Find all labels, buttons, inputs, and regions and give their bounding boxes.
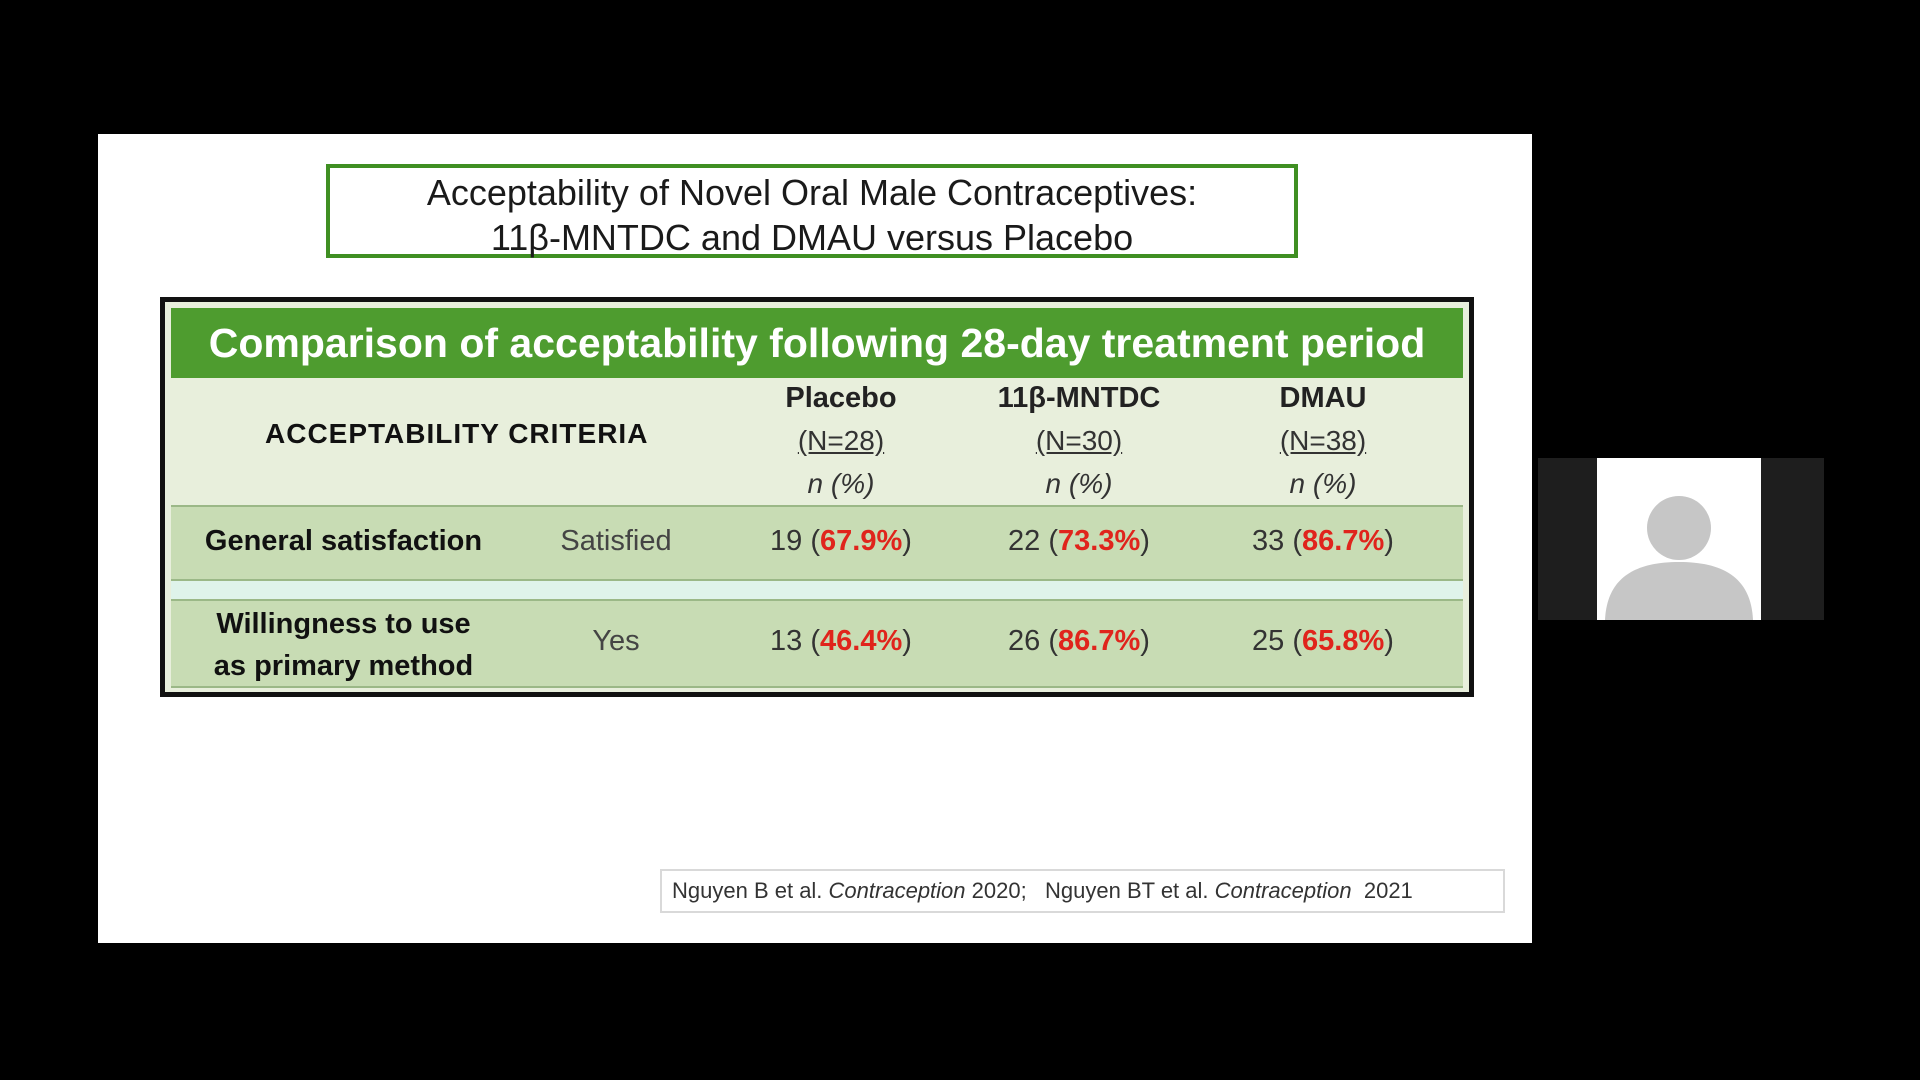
value-count: 19 [770,525,803,557]
participant-video-tile[interactable] [1538,458,1824,620]
value-percent: 73.3% [1058,525,1141,557]
column-n: (N=38) [1279,425,1367,456]
column-unit: n (%) [1289,468,1357,499]
row-response: Yes [592,625,640,657]
column-unit: n (%) [1045,468,1113,499]
citation-year-1: 2020; [965,878,1027,903]
value-percent: 67.9% [820,525,903,557]
row-value-dmau: 33 (86.7%) [1252,525,1394,557]
presentation-slide: Acceptability of Novel Oral Male Contrac… [98,134,1532,943]
citation-journal-2: Contraception [1214,878,1352,903]
slide-title-line1: Acceptability of Novel Oral Male Contrac… [426,172,1198,213]
column-mntdc: 11β-MNTDC (N=30) n (%) [959,378,1199,506]
row-criterion-line2: as primary method [213,650,474,682]
citation-authors-2: Nguyen BT et al. [1045,878,1215,903]
value-count: 26 [1008,625,1041,657]
citation-authors-1: Nguyen B et al. [672,878,829,903]
person-silhouette-icon [1597,458,1761,620]
row-value-mntdc: 26 (86.7%) [1008,625,1150,657]
citation-year-2: 2021 [1363,878,1413,903]
value-percent: 86.7% [1302,525,1385,557]
citation-journal-1: Contraception [828,878,966,903]
acceptability-table: Comparison of acceptability following 28… [160,297,1474,697]
value-count: 25 [1252,625,1285,657]
row-value-placebo: 19 (67.9%) [770,525,912,557]
value-count: 13 [770,625,803,657]
row-criterion: General satisfaction [204,525,483,557]
value-percent: 65.8% [1302,625,1385,657]
table-row: General satisfaction Satisfied 19 (67.9%… [171,505,1463,581]
column-header-row: ACCEPTABILITY CRITERIA Placebo (N=28) n … [171,378,1463,505]
row-value-mntdc: 22 (73.3%) [1008,525,1150,557]
value-percent: 86.7% [1058,625,1141,657]
column-unit: n (%) [807,468,875,499]
column-dmau: DMAU (N=38) n (%) [1203,378,1443,506]
column-n: (N=28) [797,425,885,456]
row-criterion: Willingness to use as primary method [171,603,516,687]
avatar [1597,458,1761,620]
row-value-dmau: 25 (65.8%) [1252,625,1394,657]
slide-title: Acceptability of Novel Oral Male Contrac… [326,164,1298,258]
row-response: Satisfied [560,525,672,557]
row-value-placebo: 13 (46.4%) [770,625,912,657]
row-separator [171,581,1463,599]
column-placebo: Placebo (N=28) n (%) [721,378,961,506]
value-count: 33 [1252,525,1285,557]
column-name: 11β-MNTDC [997,382,1161,414]
criteria-label: ACCEPTABILITY CRITERIA [265,418,649,449]
column-n: (N=30) [1035,425,1123,456]
row-criterion-line1: Willingness to use [216,608,471,640]
slide-citation: Nguyen B et al. Contraception 2020; Nguy… [660,869,1505,913]
slide-title-line2: 11β-MNTDC and DMAU versus Placebo [490,217,1134,258]
value-count: 22 [1008,525,1041,557]
column-name: DMAU [1279,382,1367,414]
table-row: Willingness to use as primary method Yes… [171,599,1463,688]
table-header: Comparison of acceptability following 28… [171,308,1463,378]
value-percent: 46.4% [820,625,903,657]
column-name: Placebo [785,382,897,414]
